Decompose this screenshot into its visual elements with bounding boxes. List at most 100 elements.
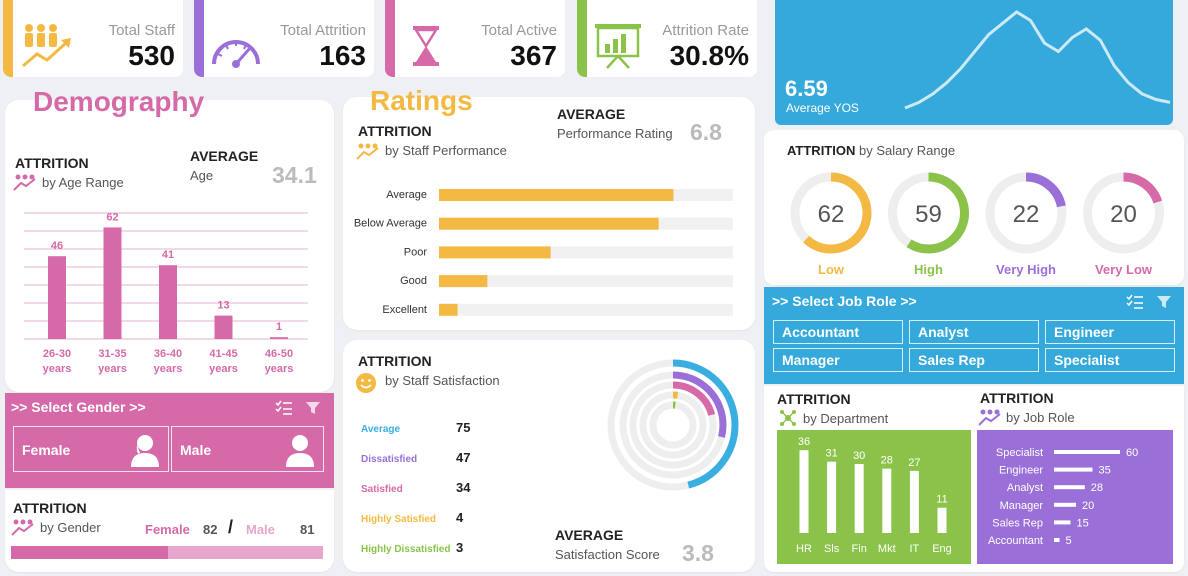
age-tick-label: years xyxy=(43,363,72,375)
satisfaction-radial-chart xyxy=(607,359,739,491)
gender-female-value: 82 xyxy=(203,522,218,537)
jobrole-bar xyxy=(1054,485,1085,490)
satisfaction-legend-label: Average xyxy=(361,424,401,435)
satisfaction-legend-item: Average 75 xyxy=(361,420,491,440)
salary-donut-value: 59 xyxy=(915,201,942,228)
satisfaction-legend-value: 34 xyxy=(456,480,471,495)
hourglass-icon xyxy=(413,26,439,66)
smiley-icon xyxy=(356,373,376,393)
jobrole-chart-title: ATTRITION xyxy=(980,390,1054,406)
salary-category-label: High xyxy=(914,262,943,277)
age-tick-label: years xyxy=(265,363,294,375)
department-bar-chart: 36 HR 31 Sls 30 Fin 28 Mkt 27 IT 11 Eng xyxy=(777,430,971,564)
age-bar xyxy=(214,315,233,339)
performance-chart-subtitle: by Staff Performance xyxy=(385,143,507,158)
yos-card: 6.59 Average YOS xyxy=(775,0,1173,125)
demography-heading: Demography xyxy=(33,86,205,117)
department-chart-subtitle: by Department xyxy=(803,411,889,426)
avg-age-value: 34.1 xyxy=(272,162,317,188)
performance-chart-title: ATTRITION xyxy=(358,123,432,139)
department-chart-panel xyxy=(777,430,971,564)
jobrole-people-icon xyxy=(978,409,1001,426)
age-tick-label: 26-30 xyxy=(43,348,71,360)
clear-filter-icon[interactable] xyxy=(305,400,321,416)
age-chart-title: ATTRITION xyxy=(15,155,89,171)
satisfaction-legend-label: Highly Satisfied xyxy=(361,514,437,525)
staff-growth-icon xyxy=(22,24,71,68)
age-data-label: 1 xyxy=(276,321,282,333)
gender-people-icon xyxy=(11,519,34,536)
department-tick-label: Mkt xyxy=(878,543,896,555)
kpi-value: 30.8% xyxy=(669,40,749,71)
yos-label: Average YOS xyxy=(786,101,859,115)
presentation-chart-icon xyxy=(595,24,641,69)
jobrole-option-specialist[interactable]: Specialist xyxy=(1045,348,1175,372)
salary-donut-arc xyxy=(985,172,1067,254)
performance-bar xyxy=(439,275,488,288)
jobrole-data-label: 15 xyxy=(1077,517,1089,529)
department-data-label: 11 xyxy=(936,494,947,506)
age-data-label: 13 xyxy=(217,300,229,312)
jobrole-bar xyxy=(1054,538,1060,542)
age-chart-subtitle: by Age Range xyxy=(42,175,124,190)
jobrole-category-label: Accountant xyxy=(988,535,1043,547)
salary-category-label: Very High xyxy=(996,262,1056,277)
avg-satisfaction-title: AVERAGE xyxy=(555,527,624,543)
jobrole-data-label: 35 xyxy=(1099,465,1111,477)
multi-select-icon[interactable] xyxy=(275,400,293,416)
gender-option-female[interactable]: Female xyxy=(13,426,169,472)
gender-female-fill xyxy=(11,546,168,559)
avg-satisfaction-value: 3.8 xyxy=(682,540,714,566)
kpi-accent-bar xyxy=(194,0,204,77)
performance-bar-chart: Average Below Average Poor Good Excellent xyxy=(354,189,733,316)
gender-slicer-title: >> Select Gender >> xyxy=(11,399,146,415)
avg-performance-label: Performance Rating xyxy=(557,126,673,141)
gender-option-label: Female xyxy=(22,442,71,458)
multi-select-icon[interactable] xyxy=(1126,294,1144,310)
clear-filter-icon[interactable] xyxy=(1156,294,1172,310)
performance-category-label: Poor xyxy=(404,246,428,258)
jobrole-data-label: 60 xyxy=(1126,447,1138,459)
age-tick-label: 36-40 xyxy=(154,348,182,360)
performance-bar xyxy=(439,189,674,201)
age-people-icon xyxy=(13,174,36,191)
jobrole-option-manager[interactable]: Manager xyxy=(773,348,903,372)
jobrole-option-analyst[interactable]: Analyst xyxy=(909,320,1039,344)
satisfaction-legend-item: Highly Satisfied 4 xyxy=(361,510,491,530)
gender-option-male[interactable]: Male xyxy=(171,426,324,472)
jobrole-bar xyxy=(1054,467,1093,472)
gender-male-value: 81 xyxy=(300,522,315,537)
age-data-label: 46 xyxy=(51,240,63,252)
age-data-label: 62 xyxy=(106,211,118,223)
jobrole-chart-subtitle: by Job Role xyxy=(1006,410,1075,425)
jobrole-bar xyxy=(1054,502,1076,507)
department-tick-label: IT xyxy=(910,543,920,555)
age-tick-label: years xyxy=(209,363,238,375)
age-tick-label: years xyxy=(98,363,127,375)
department-bar xyxy=(827,461,837,533)
demography-card xyxy=(5,100,334,392)
salary-chart-title: ATTRITION xyxy=(787,143,856,158)
department-data-label: 27 xyxy=(908,457,920,469)
gender-option-label: Male xyxy=(180,442,212,458)
speedometer-icon xyxy=(212,40,260,68)
salary-donut-arc xyxy=(888,172,969,254)
age-tick-label: 41-45 xyxy=(209,348,237,360)
jobrole-option-sales-rep[interactable]: Sales Rep xyxy=(909,348,1039,372)
jobrole-option-accountant[interactable]: Accountant xyxy=(773,320,903,344)
performance-people-icon xyxy=(356,143,379,160)
department-chart-title: ATTRITION xyxy=(777,391,851,407)
performance-category-label: Below Average xyxy=(354,218,427,230)
department-tick-label: HR xyxy=(796,543,812,555)
jobrole-option-engineer[interactable]: Engineer xyxy=(1045,320,1175,344)
avg-performance-value: 6.8 xyxy=(690,119,722,145)
male-avatar-icon xyxy=(286,435,314,467)
jobrole-bar xyxy=(1054,520,1071,525)
jobrole-slicer: >> Select Job Role >> Accountant Analyst… xyxy=(764,287,1184,384)
kpi-accent-bar xyxy=(385,0,395,77)
satisfaction-legend-label: Dissatisfied xyxy=(361,454,418,465)
jobrole-data-label: 5 xyxy=(1066,535,1072,547)
jobrole-category-label: Manager xyxy=(1000,500,1044,512)
salary-donut-value: 20 xyxy=(1110,201,1137,228)
gender-chart-title: ATTRITION xyxy=(13,500,87,516)
